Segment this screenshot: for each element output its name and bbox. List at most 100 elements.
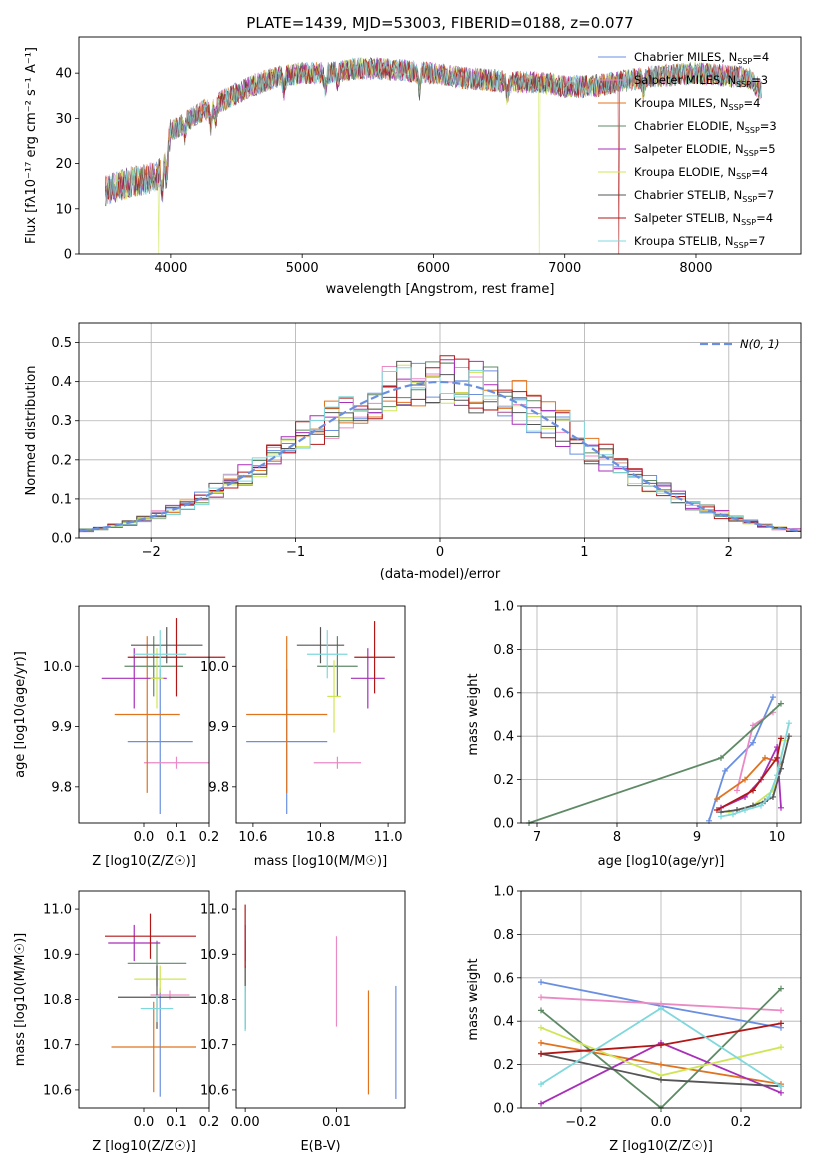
panel-age_vs_Z: 0.0 0.1 0.2 9.8 9.9 10.0 Z [log10(Z/Z☉)] age [l…	[13, 605, 226, 869]
weight-marker	[774, 772, 780, 779]
y-tick-label: 11.0	[200, 903, 229, 918]
x-tick-label: 0.2	[199, 1115, 220, 1130]
y-tick-label: 20	[55, 157, 72, 172]
y-tick-label: 10	[55, 202, 72, 217]
weight-marker	[734, 787, 740, 794]
x-tick-label: 10.6	[238, 830, 267, 845]
weight-marker	[750, 739, 756, 746]
x-tick-label: 0.01	[322, 1115, 351, 1130]
data-point-chabrier-miles	[127, 669, 193, 814]
weight-marker	[742, 806, 748, 813]
y-tick-label: 0.8	[493, 643, 514, 658]
weight-marker	[718, 813, 724, 820]
weight-line-kroupa-miles	[716, 756, 782, 800]
weight-marker	[778, 985, 784, 992]
panel-age_vs_mass: 10.6 10.8 11.0 9.8 9.9 10.0 mass [log10(M/M☉)]	[200, 605, 406, 869]
x-tick-label: 0.00	[231, 1115, 260, 1130]
panel-weight_vs_Z: −0.2 0.0 0.2 0.0 0.2 0.4 0.6 0.8 1.0 Z [log10(Z/Z…	[466, 885, 802, 1154]
data-point-salpeter-stelib	[354, 621, 395, 694]
data-point-salpeter-stelib	[127, 618, 226, 697]
x-tick-label: 5000	[286, 261, 319, 276]
data-point-salpeter-stelib	[105, 913, 196, 959]
x-tick-label: 0	[436, 545, 444, 560]
y-tick-label: 1.0	[493, 885, 514, 900]
data-point-kroupa-stelib	[140, 994, 174, 1023]
weight-marker	[658, 1076, 664, 1083]
weight-line-salpeter-miles	[736, 711, 774, 791]
y-tick-label: 9.9	[208, 720, 229, 735]
axes-frame	[78, 605, 210, 824]
weight-marker	[742, 776, 748, 783]
y-tick-label: 0.6	[493, 686, 514, 701]
y-tick-label: 0.2	[493, 773, 514, 788]
weight-marker	[538, 994, 544, 1001]
data-point-chabrier-elodie	[317, 636, 358, 697]
axes-frame	[235, 890, 406, 1109]
data-point-kroupa-stelib	[306, 630, 348, 679]
weight-marker	[778, 735, 784, 742]
x-tick-label: 7	[533, 830, 541, 845]
y-tick-label: 0	[64, 248, 72, 263]
weight-marker	[730, 811, 736, 818]
weight-marker	[778, 1020, 784, 1027]
weight-marker	[722, 767, 728, 774]
legend-label: Salpeter MILES, NSSP=3	[634, 73, 768, 89]
legend-label: Salpeter STELIB, NSSP=4	[634, 211, 773, 227]
y-tick-label: 0.0	[493, 1102, 514, 1117]
data-point-salpeter-elodie	[350, 648, 385, 709]
weight-marker	[778, 1044, 784, 1051]
weight-marker	[750, 787, 756, 794]
x-axis-label: Z [log10(Z/Z☉)]	[609, 1139, 713, 1154]
x-axis-label: age [log10(age/yr)]	[598, 854, 725, 869]
legend-label: Kroupa MILES, NSSP=4	[634, 96, 760, 112]
data-point-kroupa-miles	[246, 636, 328, 793]
y-tick-label: 0.4	[51, 375, 72, 390]
data-point-kroupa-elodie	[327, 660, 341, 733]
weight-marker	[778, 1089, 784, 1096]
legend-label: Salpeter ELODIE, NSSP=5	[634, 142, 776, 158]
axes-frame	[78, 36, 802, 255]
weight-marker	[766, 793, 772, 800]
x-tick-label: 0.0	[134, 830, 155, 845]
weight-marker	[750, 722, 756, 729]
plot-area	[246, 621, 395, 814]
plot-area	[526, 694, 792, 826]
data-point-kroupa-miles	[114, 636, 180, 793]
y-tick-label: 1.0	[493, 600, 514, 615]
x-tick-label: 8	[613, 830, 621, 845]
panel-mass_vs_Z: 0.0 0.1 0.2 10.6 10.7 10.8 10.9 11.0 Z [log10(Z/…	[13, 890, 220, 1154]
axes-frame	[235, 605, 406, 824]
weight-line-salpeter-stelib	[716, 738, 782, 811]
data-point-kroupa-miles	[111, 1001, 196, 1093]
y-tick-label: 10.7	[43, 1038, 72, 1053]
y-tick-label: 10.0	[43, 660, 72, 675]
weight-marker	[786, 733, 792, 740]
y-tick-label: 11.0	[43, 903, 72, 918]
weight-line-salpeter-elodie	[720, 743, 782, 809]
weight-marker	[538, 1050, 544, 1057]
axes-frame	[520, 890, 802, 1109]
data-point-kroupa-elodie	[150, 648, 164, 709]
y-tick-label: 40	[55, 67, 72, 82]
axes-frame	[78, 322, 802, 539]
x-axis-label: Z [log10(Z/Z☉)]	[92, 1139, 196, 1154]
plot-area	[101, 618, 226, 814]
x-tick-label: 0.2	[199, 830, 220, 845]
y-axis-label: mass weight	[466, 958, 481, 1040]
legend: Chabrier MILES, NSSP=4 Salpeter MILES, NS…	[598, 50, 777, 250]
y-tick-label: 0.1	[51, 492, 72, 507]
weight-marker	[658, 1061, 664, 1068]
legend-label: Kroupa ELODIE, NSSP=4	[634, 165, 768, 181]
y-tick-label: 10.6	[43, 1083, 72, 1098]
y-tick-label: 9.9	[51, 720, 72, 735]
plot-area	[105, 913, 196, 1097]
x-tick-label: 6000	[417, 261, 450, 276]
plot-area	[244, 904, 397, 1099]
spectrum-line-kroupa-stelib	[105, 57, 762, 205]
x-axis-label: (data-model)/error	[380, 567, 501, 582]
x-axis-label: E(B-V)	[300, 1139, 340, 1154]
weight-marker	[714, 796, 720, 803]
weight-marker	[774, 754, 780, 761]
y-tick-label: 10.9	[200, 948, 229, 963]
y-tick-label: 10.8	[43, 993, 72, 1008]
